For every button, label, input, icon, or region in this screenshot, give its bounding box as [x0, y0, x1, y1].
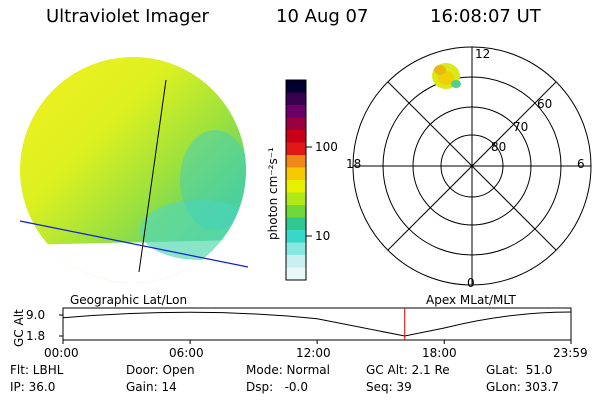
- colorbar-cell: [286, 267, 306, 281]
- colorbar-cell: [286, 117, 306, 131]
- status-glat: GLat: 51.0: [486, 363, 553, 377]
- colorbar-cell: [286, 242, 306, 256]
- instrument-title: Ultraviolet Imager: [46, 6, 209, 27]
- colorbar-cell: [286, 80, 306, 93]
- altitude-curve: [62, 311, 572, 337]
- colorbar-cell: [286, 130, 306, 143]
- altitude-xtick-0: 00:00: [44, 346, 79, 360]
- status-dsp: Dsp: -0.0: [246, 380, 309, 394]
- colorbar-label: photon cm⁻²s⁻¹: [266, 147, 280, 240]
- meridian-line: [138, 79, 167, 273]
- terminator-line: [19, 220, 249, 268]
- colorbar-cell: [286, 205, 306, 218]
- colorbar-cell: [286, 92, 306, 106]
- status-ip: IP: 36.0: [10, 380, 56, 394]
- altitude-ylabel: GC Alt: [12, 309, 26, 347]
- polar-grid: [352, 46, 592, 286]
- time-label: 16:08:07 UT: [430, 6, 541, 27]
- altitude-xtick-1: 06:00: [169, 346, 204, 360]
- geographic-panel-label: Geographic Lat/Lon: [70, 293, 188, 307]
- colorbar-cell: [286, 105, 306, 118]
- colorbar-cell: [286, 217, 306, 231]
- colorbar-cell: [286, 167, 306, 181]
- altitude-xtick-3: 18:00: [422, 346, 457, 360]
- colorbar-cell: [286, 155, 306, 168]
- altitude-ytick-bottom: 1.8: [26, 329, 46, 343]
- earth-disk-image: [19, 57, 249, 283]
- colorbar-cell: [286, 142, 306, 156]
- mlt-label-0: 0: [467, 276, 475, 290]
- mlt-label-12: 12: [475, 47, 491, 61]
- colorbar-cell: [286, 255, 306, 268]
- colorbar-tick-100: 100: [315, 140, 338, 154]
- colorbar-cell: [286, 180, 306, 193]
- altitude-plot: [59, 307, 572, 344]
- status-flt: Flt: LBHL: [10, 363, 64, 377]
- status-seq: Seq: 39: [366, 380, 412, 394]
- colorbar-tick-10: 10: [315, 229, 331, 243]
- colorbar: [285, 79, 312, 281]
- colorbar-cell: [286, 192, 306, 206]
- mlt-label-18: 18: [346, 157, 362, 171]
- mlat-label-60: 60: [537, 97, 553, 111]
- status-glon: GLon: 303.7: [486, 380, 559, 394]
- auroral-patch: [432, 63, 461, 89]
- status-mode: Mode: Normal: [246, 363, 330, 377]
- mlat-label-80: 80: [491, 140, 507, 154]
- date-label: 10 Aug 07: [276, 6, 369, 27]
- altitude-xtick-2: 12:00: [296, 346, 331, 360]
- mlat-label-70: 70: [513, 120, 529, 134]
- altitude-ytick-top: 9.0: [26, 308, 46, 322]
- status-gcalt: GC Alt: 2.1 Re: [366, 363, 450, 377]
- status-door: Door: Open: [126, 363, 195, 377]
- altitude-xtick-4: 23:59: [553, 346, 588, 360]
- mlt-label-6: 6: [577, 157, 585, 171]
- colorbar-cell: [286, 230, 306, 243]
- status-gain: Gain: 14: [126, 380, 177, 394]
- polar-panel-label: Apex MLat/MLT: [426, 293, 516, 307]
